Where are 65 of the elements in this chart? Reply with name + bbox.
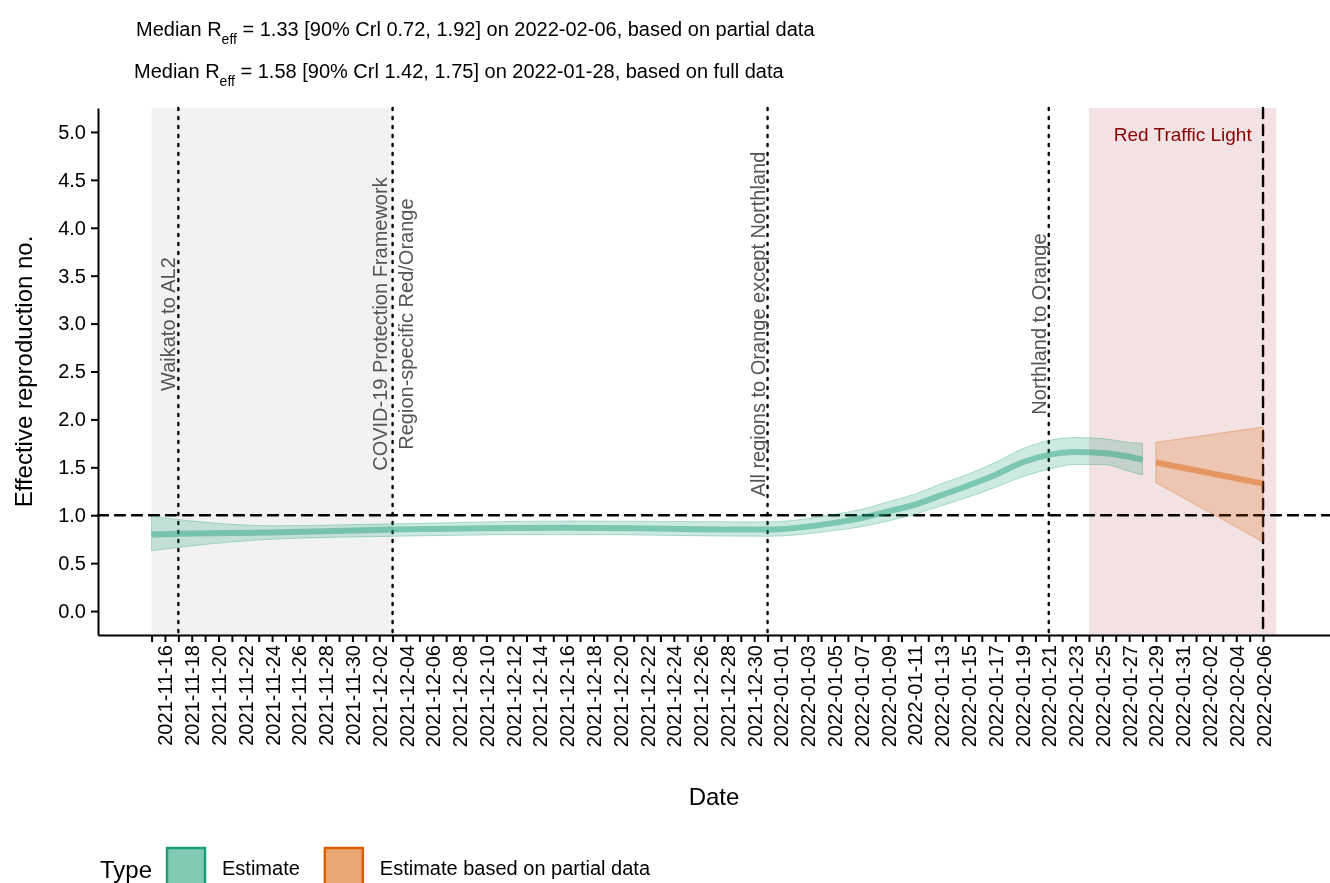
x-tick-label: 2022-01-03 <box>797 645 820 748</box>
x-tick-label: 2022-02-02 <box>1198 645 1221 748</box>
x-tick-label: 2021-12-12 <box>502 645 525 748</box>
x-tick-label: 2022-01-05 <box>824 645 847 748</box>
y-axis-title: Effective reproduction no. <box>10 235 37 508</box>
y-tick-label: 4.0 <box>58 216 86 239</box>
x-tick-label: 2022-01-23 <box>1065 645 1088 748</box>
y-tick-label: 0.5 <box>58 552 86 575</box>
x-tick-label: 2022-02-04 <box>1225 645 1248 748</box>
x-tick-label: 2021-12-04 <box>395 645 418 748</box>
x-tick-label: 2021-11-16 <box>154 645 177 746</box>
x-tick-label: 2021-12-06 <box>422 645 445 748</box>
x-tick-label: 2021-12-10 <box>475 645 498 748</box>
x-tick-label: 2021-12-18 <box>582 645 605 748</box>
y-tick-label: 3.5 <box>58 264 86 287</box>
x-axis-title: Date <box>688 783 740 810</box>
x-tick-label: 2022-02-06 <box>1252 645 1275 748</box>
legend-label: Estimate <box>222 857 300 879</box>
x-tick-label: 2021-12-26 <box>690 645 713 748</box>
ref-line-label: Waikato to AL2 <box>157 257 180 391</box>
y-tick-label: 3.0 <box>58 312 86 335</box>
band-label: Red Traffic Light <box>1113 124 1253 145</box>
y-tick-label: 2.0 <box>58 408 86 431</box>
ref-line-label: COVID-19 Protection Framework Region-specific Red/Orange <box>368 176 417 471</box>
legend-label: Estimate based on partial data <box>379 857 651 879</box>
y-tick-label: 1.5 <box>58 456 86 479</box>
x-tick-label: 2021-11-20 <box>208 645 231 746</box>
x-tick-label: 2022-01-19 <box>1011 645 1034 748</box>
ref-line-label: Northland to Orange <box>1027 233 1050 415</box>
x-tick-label: 2022-01-09 <box>877 645 900 748</box>
x-tick-label: 2021-12-24 <box>663 645 686 748</box>
x-tick-label: 2022-01-25 <box>1091 645 1114 748</box>
x-tick-label: 2022-01-11 <box>904 645 927 746</box>
x-tick-label: 2021-12-02 <box>368 645 391 748</box>
y-tick-label: 2.5 <box>58 360 86 383</box>
x-tick-label: 2021-12-20 <box>609 645 632 748</box>
x-tick-label: 2021-11-28 <box>315 645 338 746</box>
x-tick-label: 2021-12-30 <box>743 645 766 748</box>
x-tick-label: 2021-12-08 <box>449 645 472 748</box>
x-tick-label: 2021-11-22 <box>234 645 257 746</box>
x-tick-label: 2021-11-26 <box>288 645 311 746</box>
x-tick-label: 2021-11-18 <box>181 645 204 746</box>
x-tick-label: 2022-01-17 <box>984 645 1007 748</box>
chart-title: Median R$_{eff}$ = 1.33 [90% Crl 0.72, 1.92] on 2022-02-06, based on partial data <box>136 18 816 47</box>
x-tick-label: 2022-01-29 <box>1145 645 1168 748</box>
x-tick-label: 2021-12-22 <box>636 645 659 748</box>
x-tick-label: 2022-01-27 <box>1118 645 1141 748</box>
x-tick-label: 2022-01-15 <box>957 645 980 748</box>
x-tick-label: 2022-01-01 <box>770 645 793 748</box>
x-tick-label: 2022-01-31 <box>1172 645 1195 748</box>
ref-line-label: All regions to Orange except Northland <box>746 151 769 497</box>
x-tick-label: 2021-12-16 <box>556 645 579 748</box>
x-tick-label: 2021-11-30 <box>341 645 364 746</box>
x-tick-label: 2022-01-21 <box>1038 645 1061 748</box>
y-tick-label: 4.5 <box>58 168 86 191</box>
y-tick-label: 5.0 <box>58 120 86 143</box>
x-tick-label: 2021-11-24 <box>261 645 284 746</box>
x-tick-label: 2021-12-28 <box>716 645 739 748</box>
y-tick-label: 1.0 <box>58 504 86 527</box>
x-tick-label: 2022-01-07 <box>850 645 873 748</box>
legend-title: Type <box>100 856 153 883</box>
x-tick-label: 2021-12-14 <box>529 645 552 748</box>
chart-subtitle: Median R$_{eff}$ = 1.58 [90% Crl 1.42, 1.75] on 2022-01-28, based on full data <box>134 60 785 89</box>
y-tick-label: 0.0 <box>58 599 86 622</box>
x-tick-label: 2022-01-13 <box>931 645 954 748</box>
